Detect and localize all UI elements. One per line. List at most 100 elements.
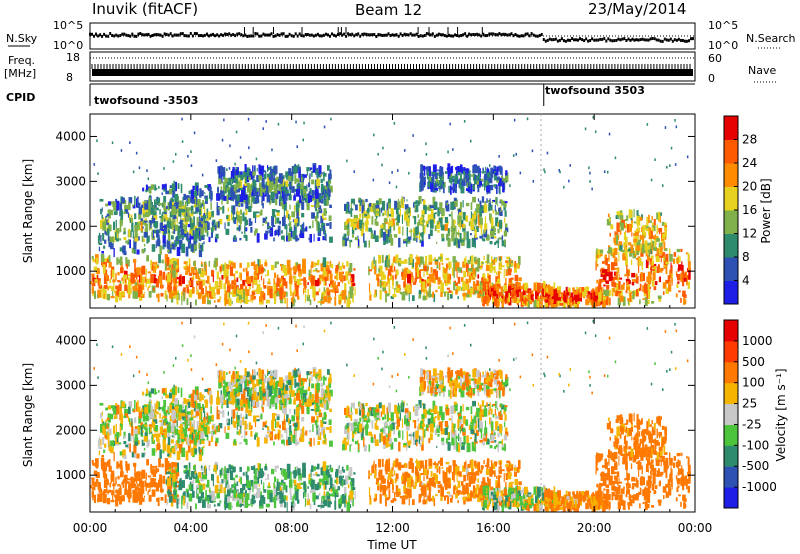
echo-cell bbox=[140, 477, 143, 487]
echo-cell bbox=[155, 278, 159, 288]
echo-cell bbox=[446, 273, 450, 283]
echo-cell bbox=[308, 195, 312, 202]
echo-cell bbox=[308, 182, 311, 188]
echo-cell bbox=[631, 232, 633, 237]
echo-cell bbox=[281, 191, 284, 199]
echo-cell bbox=[542, 288, 545, 297]
echo-cell bbox=[316, 178, 320, 186]
echo-cell bbox=[636, 210, 639, 219]
echo-cell bbox=[403, 239, 407, 244]
echo-cell bbox=[322, 274, 325, 282]
echo-cell bbox=[123, 431, 126, 439]
echo-cell bbox=[199, 245, 203, 249]
echo-cell bbox=[382, 231, 386, 241]
echo-cell bbox=[485, 166, 487, 174]
echo-cell bbox=[447, 169, 452, 180]
echo-cell bbox=[420, 216, 423, 225]
echo-cell bbox=[514, 268, 517, 273]
echo-cell bbox=[680, 248, 683, 252]
echo-cell bbox=[152, 262, 156, 265]
echo-cell bbox=[245, 175, 248, 184]
echo-cell bbox=[445, 234, 448, 240]
echo-cell bbox=[145, 268, 147, 276]
echo-cell bbox=[535, 298, 539, 308]
echo-cell bbox=[514, 274, 519, 281]
echo-cell bbox=[226, 168, 228, 171]
echo-cell bbox=[447, 150, 449, 154]
echo-cell bbox=[576, 300, 580, 304]
echo-cell bbox=[315, 268, 318, 272]
echo-cell bbox=[386, 258, 388, 268]
echo-cell bbox=[245, 227, 248, 232]
echo-cell bbox=[303, 288, 305, 295]
echo-cell bbox=[402, 226, 404, 236]
echo-cell bbox=[665, 261, 669, 265]
echo-cell bbox=[234, 275, 236, 282]
echo-cell bbox=[134, 495, 138, 503]
echo-cell bbox=[314, 279, 319, 287]
echo-cell bbox=[306, 168, 308, 176]
echo-cell bbox=[193, 216, 195, 226]
echo-cell bbox=[681, 261, 683, 268]
echo-cell bbox=[394, 274, 397, 280]
echo-cell bbox=[267, 173, 271, 178]
echo-cell bbox=[447, 163, 451, 173]
echo-cell bbox=[193, 267, 197, 271]
echo-cell bbox=[602, 296, 607, 300]
echo-cell bbox=[437, 169, 439, 172]
echo-cell bbox=[496, 186, 498, 194]
power-ylabel: Slant Range [km] bbox=[21, 159, 35, 263]
echo-cell bbox=[508, 292, 510, 303]
echo-cell bbox=[174, 224, 179, 231]
echo-cell bbox=[288, 226, 293, 233]
echo-cell bbox=[417, 214, 420, 218]
echo-cell bbox=[619, 290, 623, 300]
echo-cell bbox=[107, 234, 110, 242]
echo-cell bbox=[138, 212, 142, 220]
echo-cell bbox=[126, 259, 130, 267]
echo-cell bbox=[532, 298, 534, 303]
echo-cell bbox=[252, 279, 254, 289]
echo-cell bbox=[263, 173, 267, 180]
echo-cell bbox=[506, 294, 510, 304]
echo-cell bbox=[260, 275, 263, 281]
echo-cell bbox=[559, 170, 561, 174]
echo-cell bbox=[496, 166, 499, 176]
echo-cell bbox=[282, 176, 285, 182]
echo-cell bbox=[150, 463, 152, 473]
echo-cell bbox=[161, 202, 165, 208]
echo-cell bbox=[636, 215, 640, 225]
echo-cell bbox=[687, 261, 691, 271]
echo-cell bbox=[437, 229, 440, 233]
echo-cell bbox=[645, 259, 649, 268]
echo-cell bbox=[99, 281, 102, 286]
echo-cell bbox=[309, 299, 312, 306]
echo-cell bbox=[173, 180, 175, 184]
echo-cell bbox=[454, 199, 458, 207]
echo-cell bbox=[106, 213, 110, 217]
echo-cell bbox=[176, 236, 179, 241]
echo-cell bbox=[145, 486, 147, 491]
echo-cell bbox=[219, 167, 222, 177]
echo-cell bbox=[346, 203, 349, 213]
echo-cell bbox=[294, 282, 297, 287]
echo-cell bbox=[657, 295, 662, 299]
echo-cell bbox=[315, 170, 320, 175]
echo-cell bbox=[442, 266, 445, 275]
echo-cell bbox=[606, 218, 611, 226]
echo-cell bbox=[409, 207, 412, 217]
echo-cell bbox=[191, 243, 194, 252]
echo-cell bbox=[642, 236, 645, 239]
echo-cell bbox=[132, 408, 134, 411]
echo-cell bbox=[323, 268, 327, 277]
echo-cell bbox=[632, 291, 635, 300]
echo-cell bbox=[365, 223, 368, 232]
echo-cell bbox=[543, 168, 545, 172]
echo-cell bbox=[216, 271, 219, 280]
echo-cell bbox=[190, 222, 194, 229]
echo-cell bbox=[423, 279, 427, 283]
echo-cell bbox=[153, 491, 155, 495]
echo-cell bbox=[279, 283, 282, 287]
echo-cell bbox=[329, 236, 333, 243]
echo-cell bbox=[432, 184, 435, 193]
